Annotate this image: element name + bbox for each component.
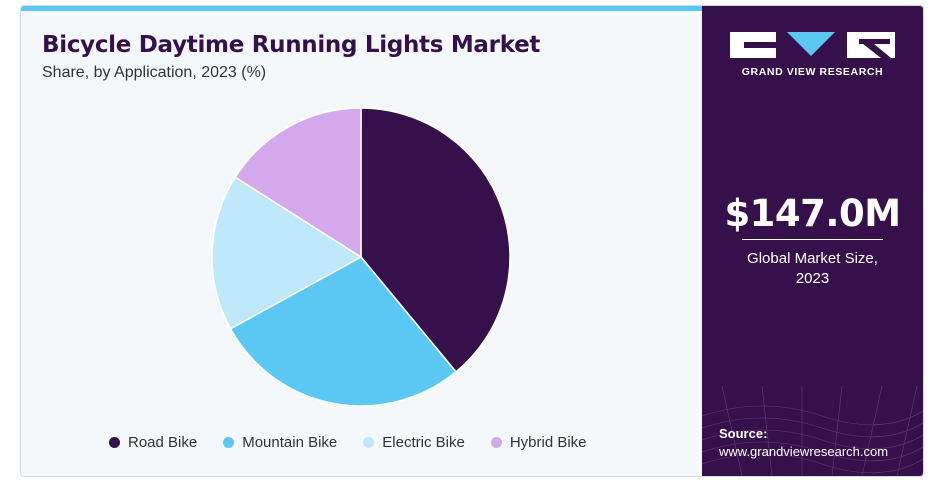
chart-title: Bicycle Daytime Running Lights Market [42,32,541,58]
source-note: Source: www.grandviewresearch.com [719,425,888,461]
top-accent-bar [21,6,702,11]
market-size-value: $147.0M [724,192,901,235]
chart-panel: Bicycle Daytime Running Lights Market Sh… [21,6,702,476]
infographic-card: Bicycle Daytime Running Lights Market Sh… [20,5,924,477]
source-url: www.grandviewresearch.com [719,444,889,459]
legend-label-electric-bike: Electric Bike [382,433,465,451]
legend-swatch-hybrid-bike [490,436,502,448]
market-size-label-line1: Global Market Size, [747,250,878,267]
pie-slice-mountain-bike [229,256,458,407]
pie-slice-electric-bike [211,176,363,330]
pie-chart [211,107,511,407]
brand-name: GRAND VIEW RESEARCH [741,66,884,78]
legend-swatch-road-bike [109,436,120,448]
legend-label-hybrid-bike: Hybrid Bike [509,433,587,451]
summary-panel: GRAND VIEW RESEARCH $147.0M Global Marke… [702,6,923,476]
market-size-label-line2: 2023 [795,270,830,287]
decorative-mesh [702,386,923,476]
grand-view-research-logo [730,32,895,58]
legend-swatch-mountain-bike [223,436,235,448]
legend-item-hybrid-bike: Hybrid Bike [490,433,587,451]
pie-slice-road-bike [360,107,511,373]
legend-item-mountain-bike: Mountain Bike [223,434,337,451]
market-size-label: Global Market Size, 2023 [702,249,923,289]
pie-slice-hybrid-bike [234,107,362,259]
chart-legend: Road Bike Mountain Bike Electric Bike Hybri… [109,431,613,453]
legend-item-electric-bike: Electric Bike [363,434,465,451]
legend-label-mountain-bike: Mountain Bike [242,433,338,451]
chart-subtitle: Share, by Application, 2023 (%) [42,64,267,81]
source-title: Source: [719,426,768,441]
divider [742,239,883,240]
legend-item-road-bike: Road Bike [109,434,197,451]
legend-label-road-bike: Road Bike [128,433,198,451]
legend-swatch-electric-bike [363,436,375,448]
